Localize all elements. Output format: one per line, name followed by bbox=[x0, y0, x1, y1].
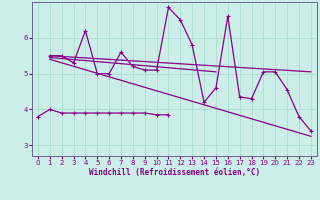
X-axis label: Windchill (Refroidissement éolien,°C): Windchill (Refroidissement éolien,°C) bbox=[89, 168, 260, 177]
